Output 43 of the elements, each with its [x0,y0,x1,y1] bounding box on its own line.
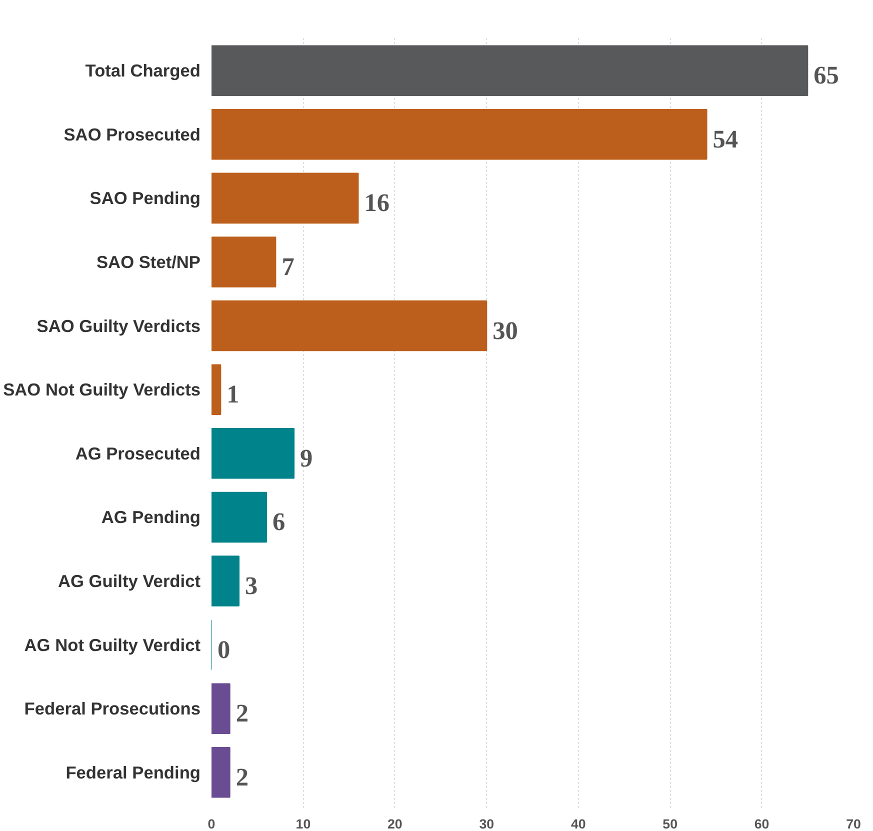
data-label: 1 [226,380,240,409]
y-tick-label: Total Charged [85,60,201,81]
data-label: 16 [364,189,390,218]
x-tick-label: 70 [846,816,861,831]
bar [212,492,268,543]
data-label: 2 [236,763,249,792]
y-tick-label: SAO Pending [90,188,201,208]
bar [212,428,295,479]
bar [212,172,359,224]
bar [212,45,808,96]
y-tick-label: SAO Guilty Verdicts [36,316,201,336]
data-label: 65 [814,62,839,90]
x-tick-label: 20 [388,816,402,831]
y-tick-label: AG Prosecuted [75,443,201,464]
data-label: 2 [236,700,249,728]
bar [212,300,488,352]
x-tick-label: 30 [479,816,494,831]
data-label: 3 [245,572,258,600]
data-label: 6 [272,508,286,536]
data-label: 9 [300,444,313,472]
y-tick-label: SAO Not Guilty Verdicts [3,380,201,400]
y-tick-label: AG Guilty Verdict [58,571,201,592]
bar [212,236,276,288]
bar [212,556,240,606]
y-tick-label: SAO Stet/NP [96,252,201,272]
bar [212,683,230,734]
y-tick-label: Federal Prosecutions [24,698,201,719]
y-tick-label: AG Pending [101,507,200,528]
bar [212,109,708,160]
bar [212,364,222,415]
x-tick-label: 10 [296,816,311,831]
x-tick-label: 40 [570,816,586,831]
x-tick-label: 0 [208,816,216,831]
data-label: 54 [712,125,738,154]
y-tick-label: Federal Pending [66,762,201,782]
data-label: 0 [218,636,230,664]
data-label: 7 [282,252,295,281]
bar [212,747,230,798]
data-label: 30 [492,316,518,345]
y-tick-label: SAO Prosecuted [64,124,201,144]
x-tick-label: 50 [662,816,678,831]
y-tick-label: AG Not Guilty Verdict [24,634,201,655]
x-tick-label: 60 [754,816,770,831]
